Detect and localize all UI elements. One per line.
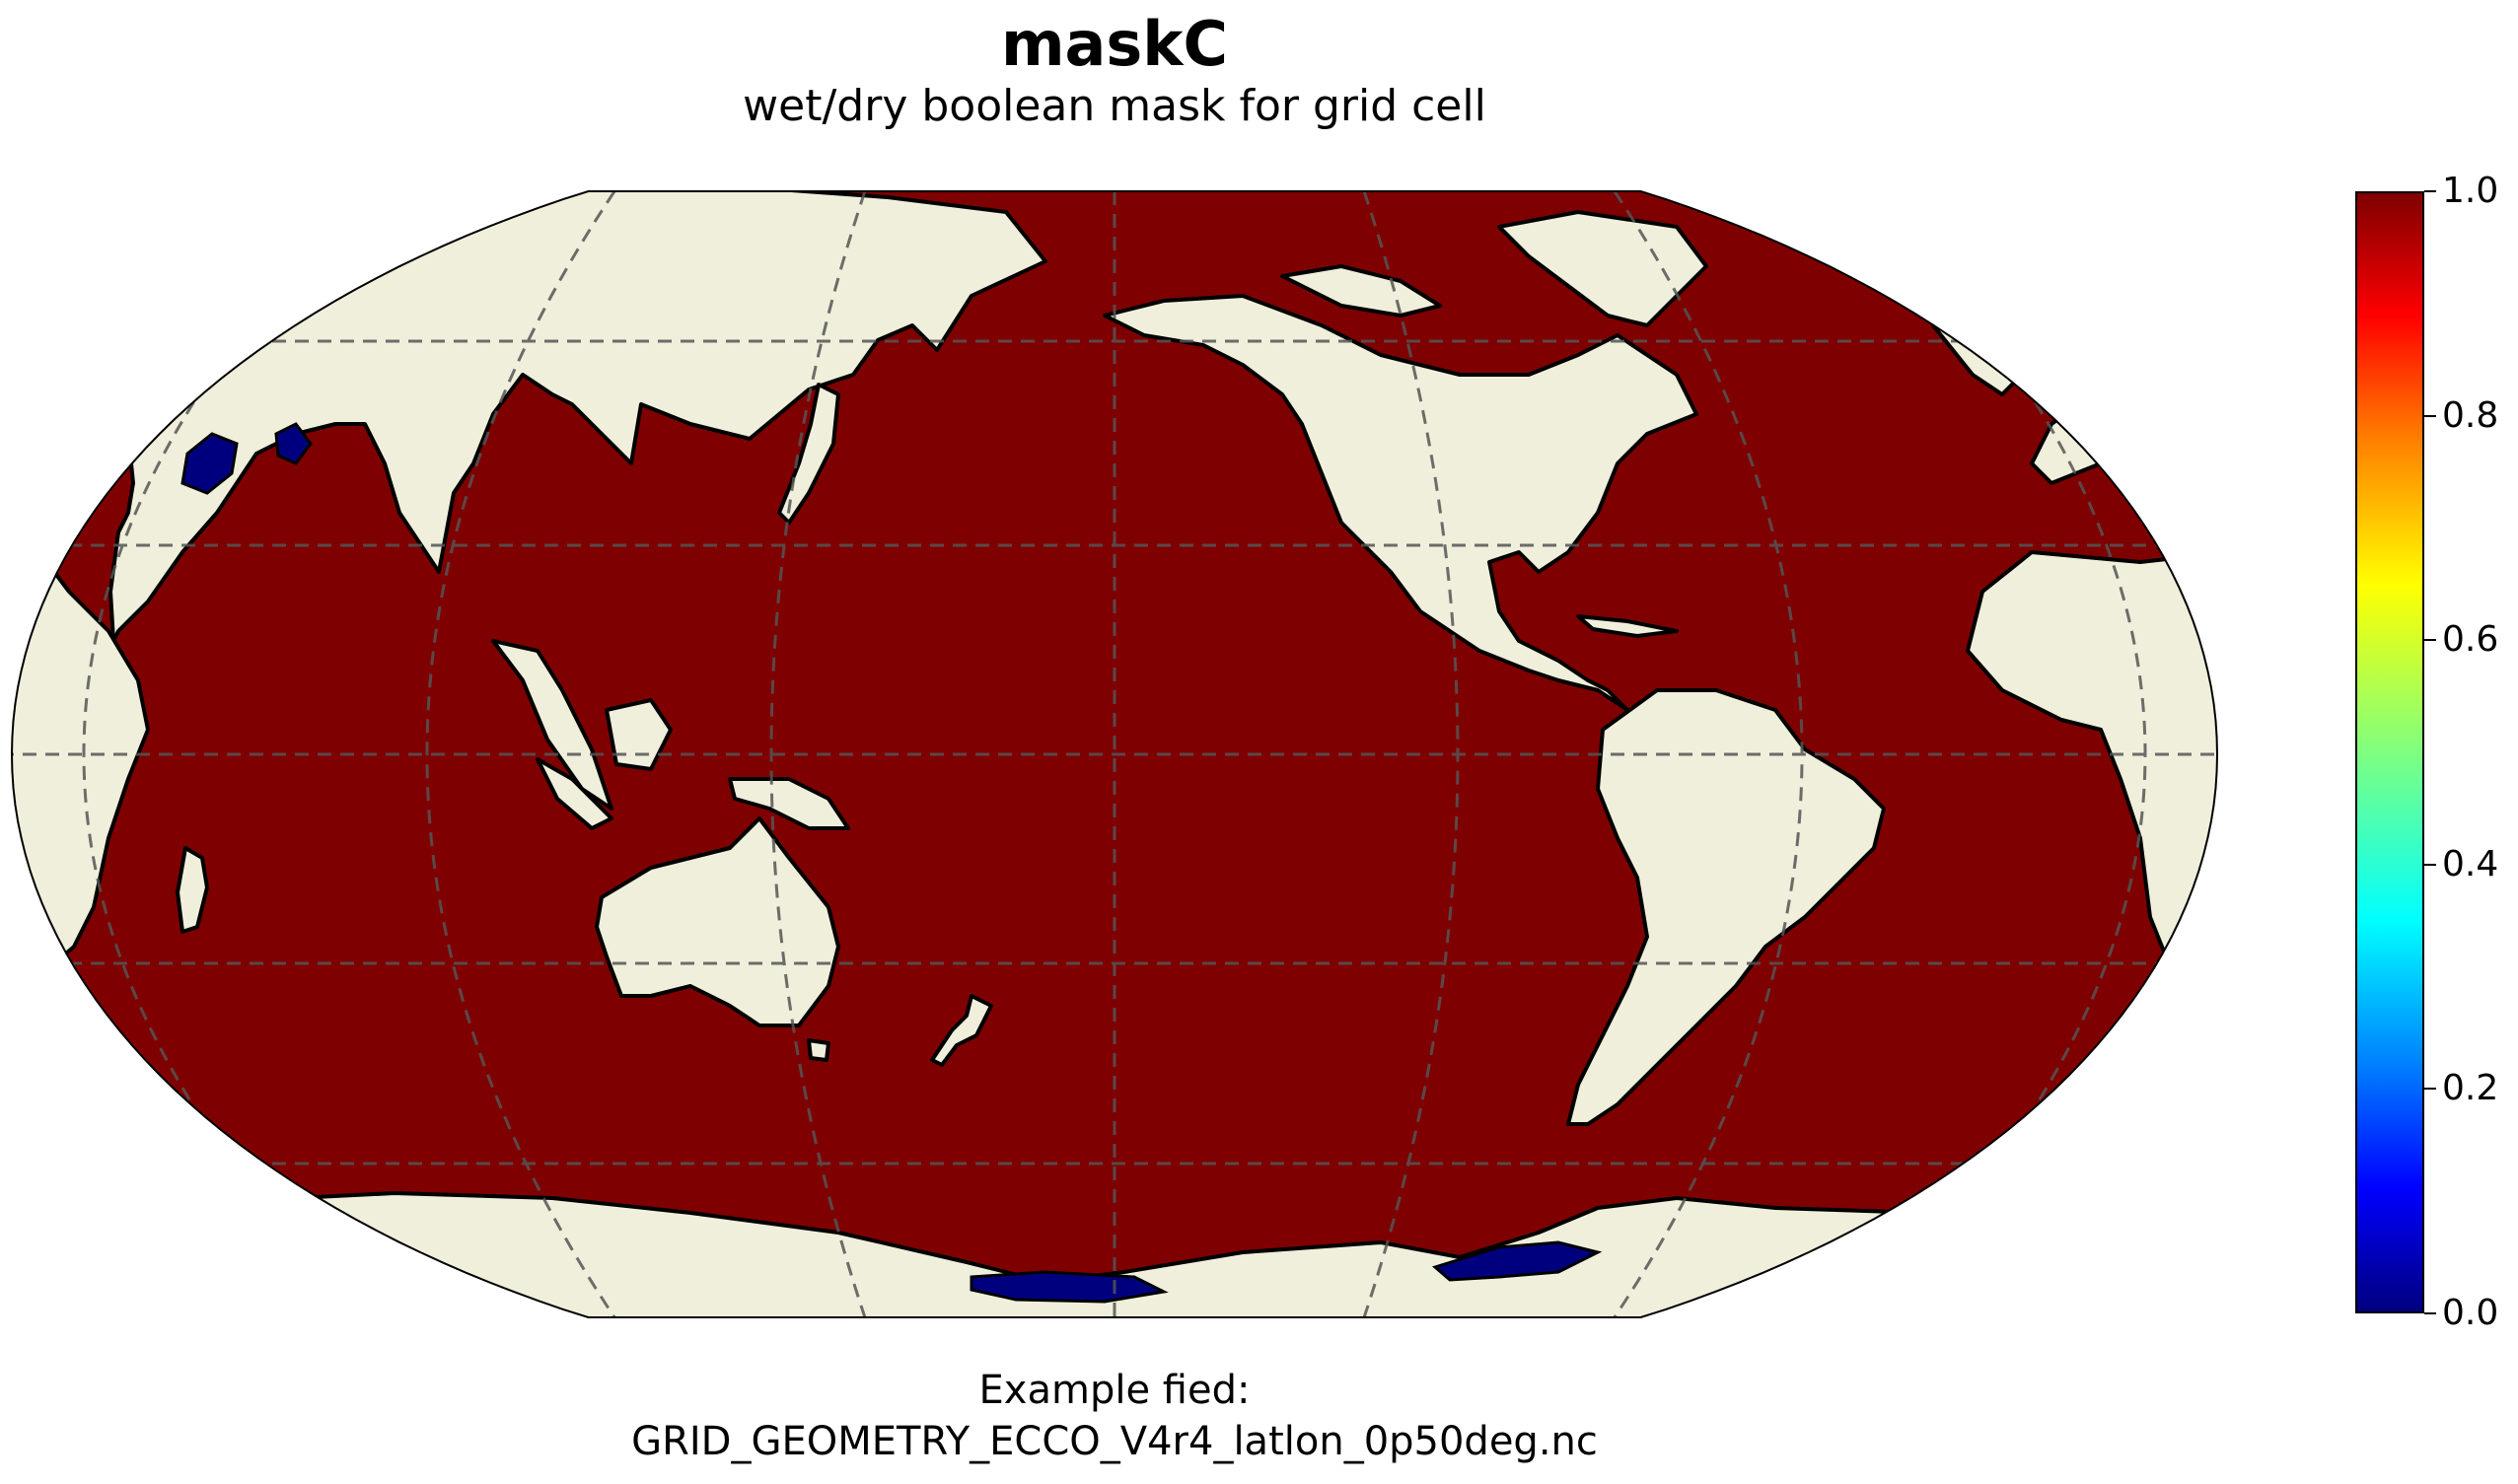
colorbar-tick-label: 0.0 <box>2442 1293 2499 1333</box>
land-new-guinea <box>728 777 850 830</box>
hudson-bay-shelf <box>1960 284 2005 327</box>
land-madagascar <box>176 846 209 934</box>
colorbar-tick <box>2424 1088 2436 1091</box>
ross-ice-shelf <box>970 1270 1169 1304</box>
colorbar-tick <box>2424 190 2436 192</box>
aral-sea <box>274 422 313 465</box>
land-south-america <box>1566 688 1886 1126</box>
world-map <box>10 190 2219 1318</box>
land-japan <box>777 383 840 525</box>
colorbar-tick-label: 0.2 <box>2442 1068 2499 1109</box>
colorbar-tick <box>2424 863 2436 866</box>
footer-line-2: GRID_GEOMETRY_ECCO_V4r4_latlon_0p50deg.n… <box>631 1419 1598 1464</box>
colorbar <box>2355 191 2424 1313</box>
land-western-europe <box>2030 323 2217 485</box>
map-title: maskC <box>1000 8 1229 80</box>
land-north-america <box>1103 294 1698 712</box>
colorbar-tick-label: 1.0 <box>2442 171 2499 211</box>
map-boundary <box>10 190 2219 1318</box>
longitude-gridline <box>1613 191 1804 1317</box>
land-greenland <box>1497 210 1708 327</box>
colorbar-tick <box>2424 1312 2436 1314</box>
land-tasmania <box>807 1038 830 1062</box>
land-new-zealand <box>930 994 993 1067</box>
land-australia <box>595 816 840 1027</box>
longitude-gridline <box>1362 191 1460 1317</box>
land-sumatra <box>536 757 613 830</box>
land-arctic-islands <box>1280 264 1442 318</box>
colorbar-tick <box>2424 414 2436 417</box>
longitude-gridline <box>425 191 616 1317</box>
land-cuba <box>1576 614 1679 638</box>
colorbar-tick-label: 0.6 <box>2442 619 2499 661</box>
land-masses <box>12 191 2217 1317</box>
colorbar-tick-label: 0.4 <box>2442 843 2499 884</box>
colorbar-tick <box>2424 639 2436 642</box>
map-subtitle: wet/dry boolean mask for grid cell <box>743 81 1486 131</box>
footer-line-1: Example fied: <box>978 1368 1251 1413</box>
footer-note: Example fied: GRID_GEOMETRY_ECCO_V4r4_la… <box>0 1365 2229 1467</box>
caspian-sea <box>180 432 239 495</box>
land-indochina <box>491 639 613 811</box>
colorbar-tick-label: 0.8 <box>2442 394 2499 436</box>
longitude-gridline <box>769 191 867 1317</box>
baltic-sea-right <box>1970 318 2015 347</box>
ronne-ice-shelf <box>1431 1240 1603 1282</box>
